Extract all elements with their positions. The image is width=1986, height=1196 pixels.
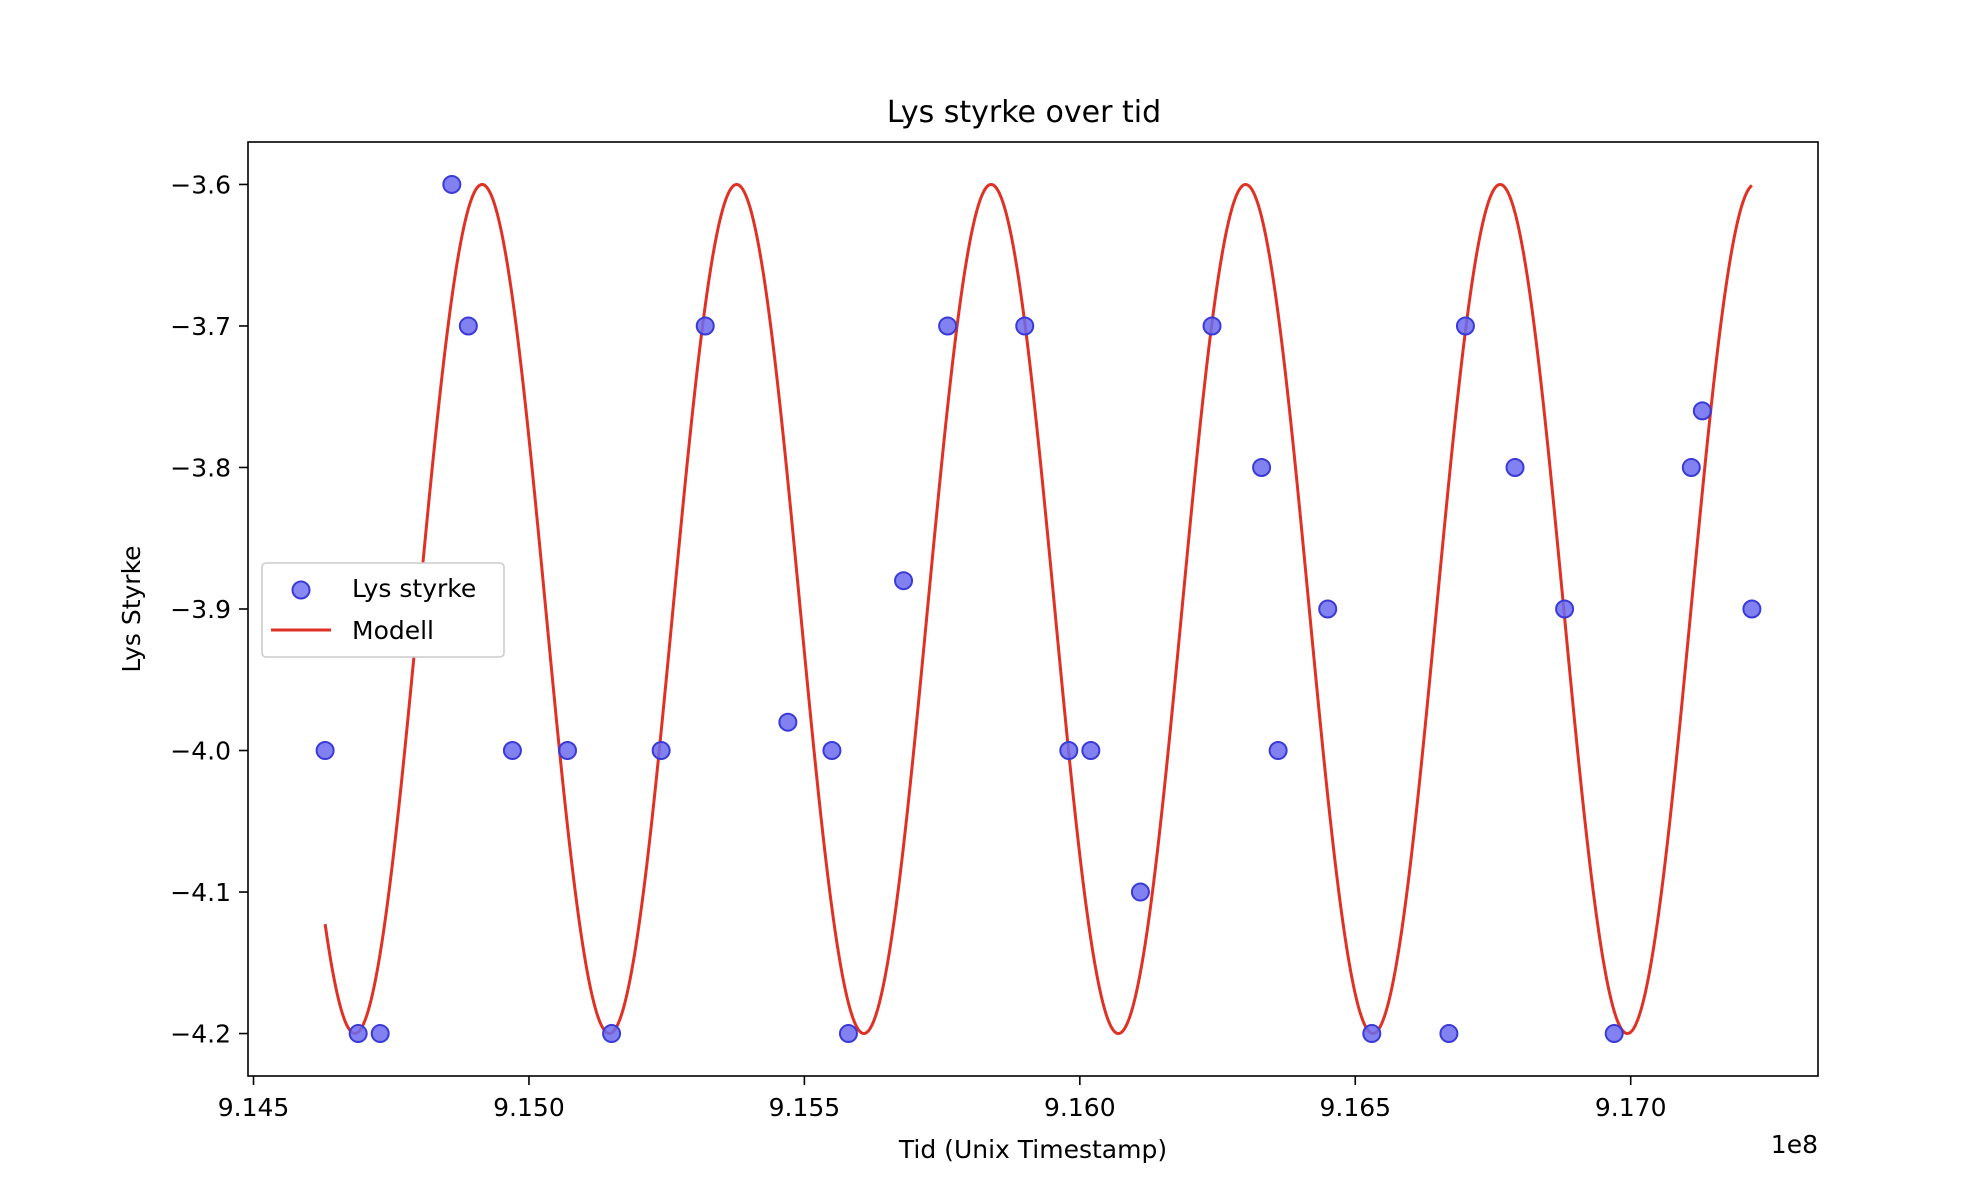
y-tick-label: −4.1 [170,878,231,907]
x-offset-label: 1e8 [1771,1130,1818,1159]
data-point [651,741,671,761]
data-point [1692,401,1712,421]
data-point [1362,1024,1382,1044]
data-point [1604,1024,1624,1044]
data-point [1455,316,1475,336]
data-point [1742,599,1762,619]
x-tick-label: 9.150 [493,1093,565,1122]
data-point [502,741,522,761]
data-point [1130,882,1150,902]
legend-box [261,562,505,658]
model-line [323,182,1753,1036]
y-tick-label: −3.8 [170,453,231,482]
data-point [1555,599,1575,619]
x-tick-label: 9.170 [1595,1093,1667,1122]
y-tick-label: −3.9 [170,595,231,624]
data-point [938,316,958,336]
data-point [1268,741,1288,761]
legend-marker-lys-styrke [291,580,311,600]
x-axis: 9.145 9.150 9.155 9.160 9.165 9.170 [218,1076,1667,1122]
data-point [1439,1024,1459,1044]
x-tick-label: 9.165 [1319,1093,1391,1122]
data-point [558,741,578,761]
x-tick-label: 9.145 [218,1093,290,1122]
y-tick-label: −4.0 [170,737,231,766]
x-tick-label: 9.160 [1044,1093,1116,1122]
x-tick-label: 9.155 [769,1093,841,1122]
data-point [1505,457,1525,477]
data-point [602,1024,622,1044]
data-point [458,316,478,336]
data-point [348,1024,368,1044]
y-tick-label: −3.6 [170,170,231,199]
y-tick-label: −4.2 [170,1020,231,1049]
data-point [1081,741,1101,761]
data-point [370,1024,390,1044]
data-point [695,316,715,336]
x-axis-title: Tid (Unix Timestamp) [898,1135,1167,1164]
y-axis-title: Lys Styrke [117,545,146,672]
scatter-points [315,174,1762,1044]
data-point [778,712,798,732]
y-tick-label: −3.7 [170,312,231,341]
data-point [838,1024,858,1044]
y-axis: −3.6 −3.7 −3.8 −3.9 −4.0 −4.1 −4.2 [170,170,248,1049]
data-point [1059,741,1079,761]
chart-title: Lys styrke over tid [887,95,1161,130]
data-point [1318,599,1338,619]
legend-label-lys-styrke: Lys styrke [352,574,476,603]
data-point [315,741,335,761]
legend: Lys styrke Modell [261,562,505,658]
data-point [1015,316,1035,336]
legend-label-modell: Modell [352,616,434,645]
data-point [894,571,914,591]
data-point [1681,457,1701,477]
data-point [1252,457,1272,477]
data-point [1202,316,1222,336]
data-point [822,741,842,761]
data-point [442,174,462,194]
